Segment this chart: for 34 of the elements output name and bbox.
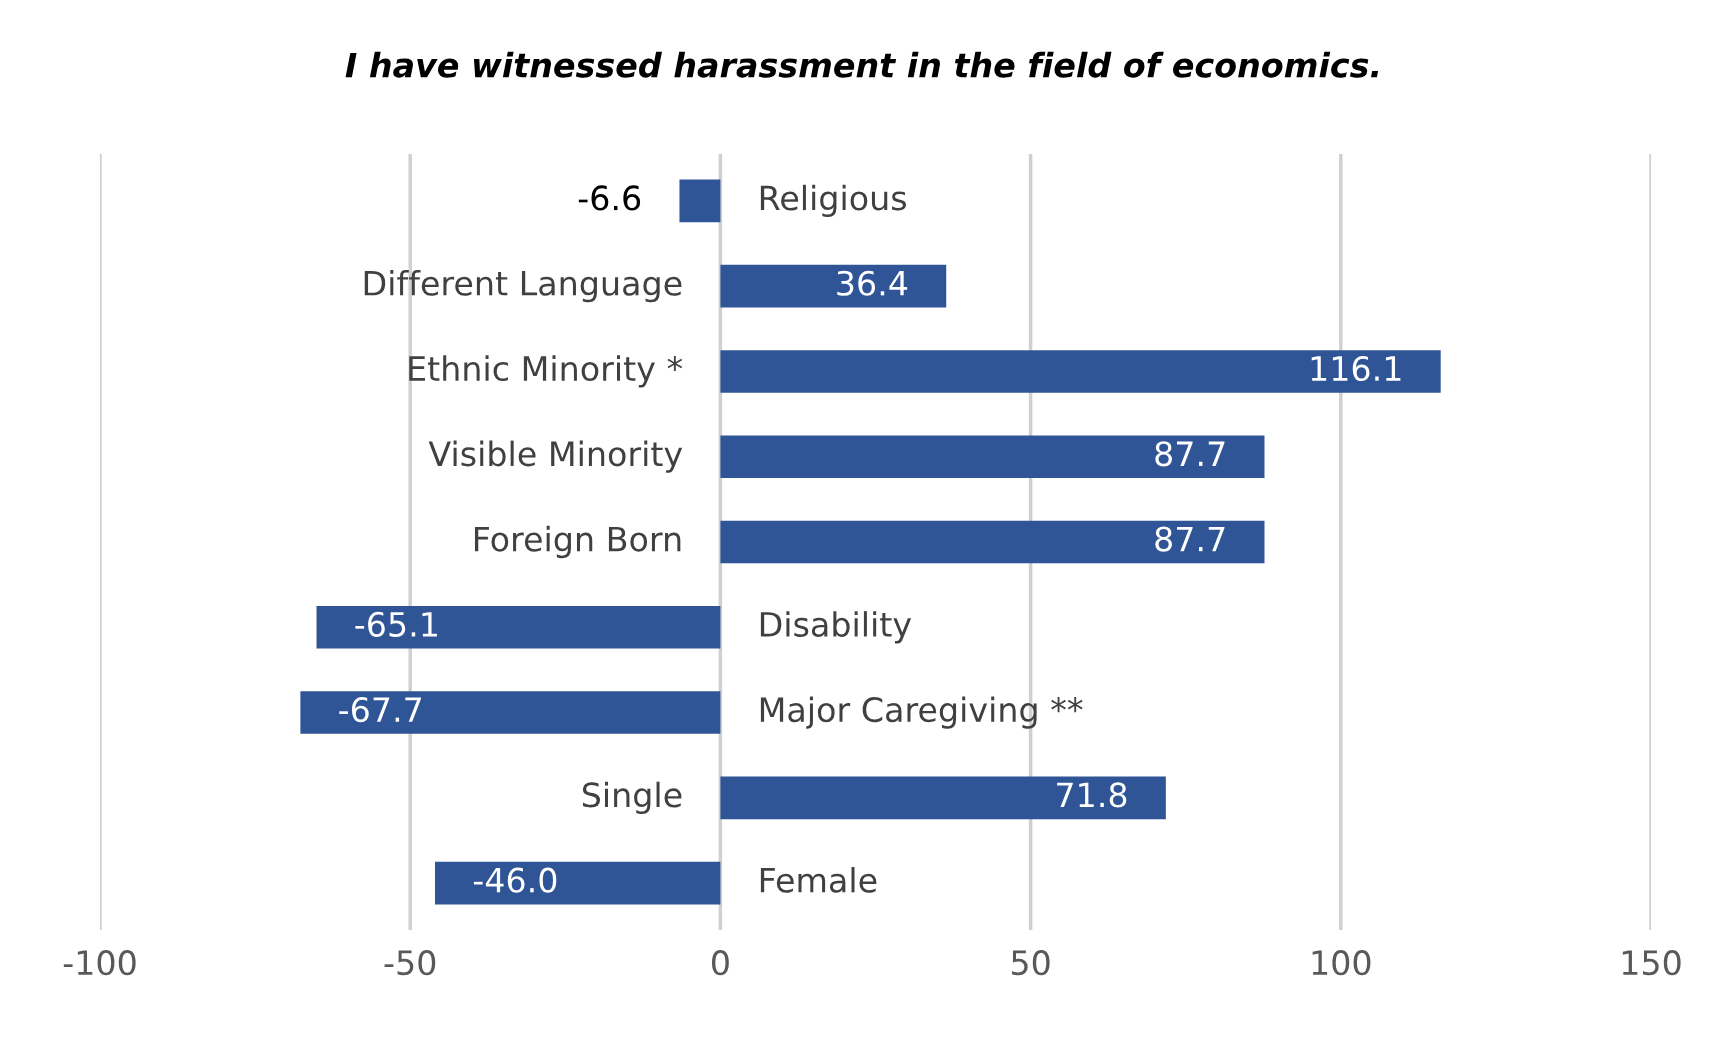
x-tick-label: 50 — [1011, 950, 1050, 976]
y-tick-label: Female — [760, 866, 877, 893]
y-tick-label: Disability — [760, 611, 912, 644]
y-tick-label: Religious — [760, 184, 906, 218]
bar — [720, 350, 1441, 393]
bar — [720, 520, 1265, 564]
data-label: 36.4 — [837, 270, 908, 296]
bar — [679, 179, 721, 223]
data-label: -46.0 — [473, 867, 557, 893]
y-tick-label: Ethnic Minority * — [409, 355, 683, 388]
y-tick-label: Different Language — [364, 270, 682, 303]
data-label: -65.1 — [355, 611, 437, 637]
data-label: -67.7 — [339, 697, 422, 723]
bar — [435, 861, 721, 905]
y-tick-label: Visible Minority — [428, 440, 683, 473]
x-tick-label: 150 — [1622, 950, 1681, 976]
x-tick-label: -50 — [384, 950, 436, 976]
data-label: 71.8 — [1057, 782, 1127, 808]
bar — [300, 691, 721, 734]
bar — [316, 605, 721, 649]
x-tick-label: -100 — [63, 950, 136, 976]
chart-title: I have witnessed harassment in the field of economics. — [345, 51, 1379, 78]
data-label: -6.6 — [578, 185, 641, 211]
data-label: 87.7 — [1155, 441, 1225, 467]
x-tick-label: 100 — [1312, 950, 1371, 976]
bar — [720, 264, 947, 308]
y-tick-label: Single — [582, 781, 682, 814]
x-tick-label: 0 — [711, 950, 729, 976]
bar — [720, 435, 1265, 479]
data-label: 116.1 — [1311, 355, 1401, 382]
y-tick-label: Foreign Born — [474, 525, 681, 559]
data-label: 87.7 — [1155, 526, 1225, 552]
y-tick-label: Major Caregiving ** — [760, 696, 1083, 729]
bar — [720, 776, 1166, 820]
